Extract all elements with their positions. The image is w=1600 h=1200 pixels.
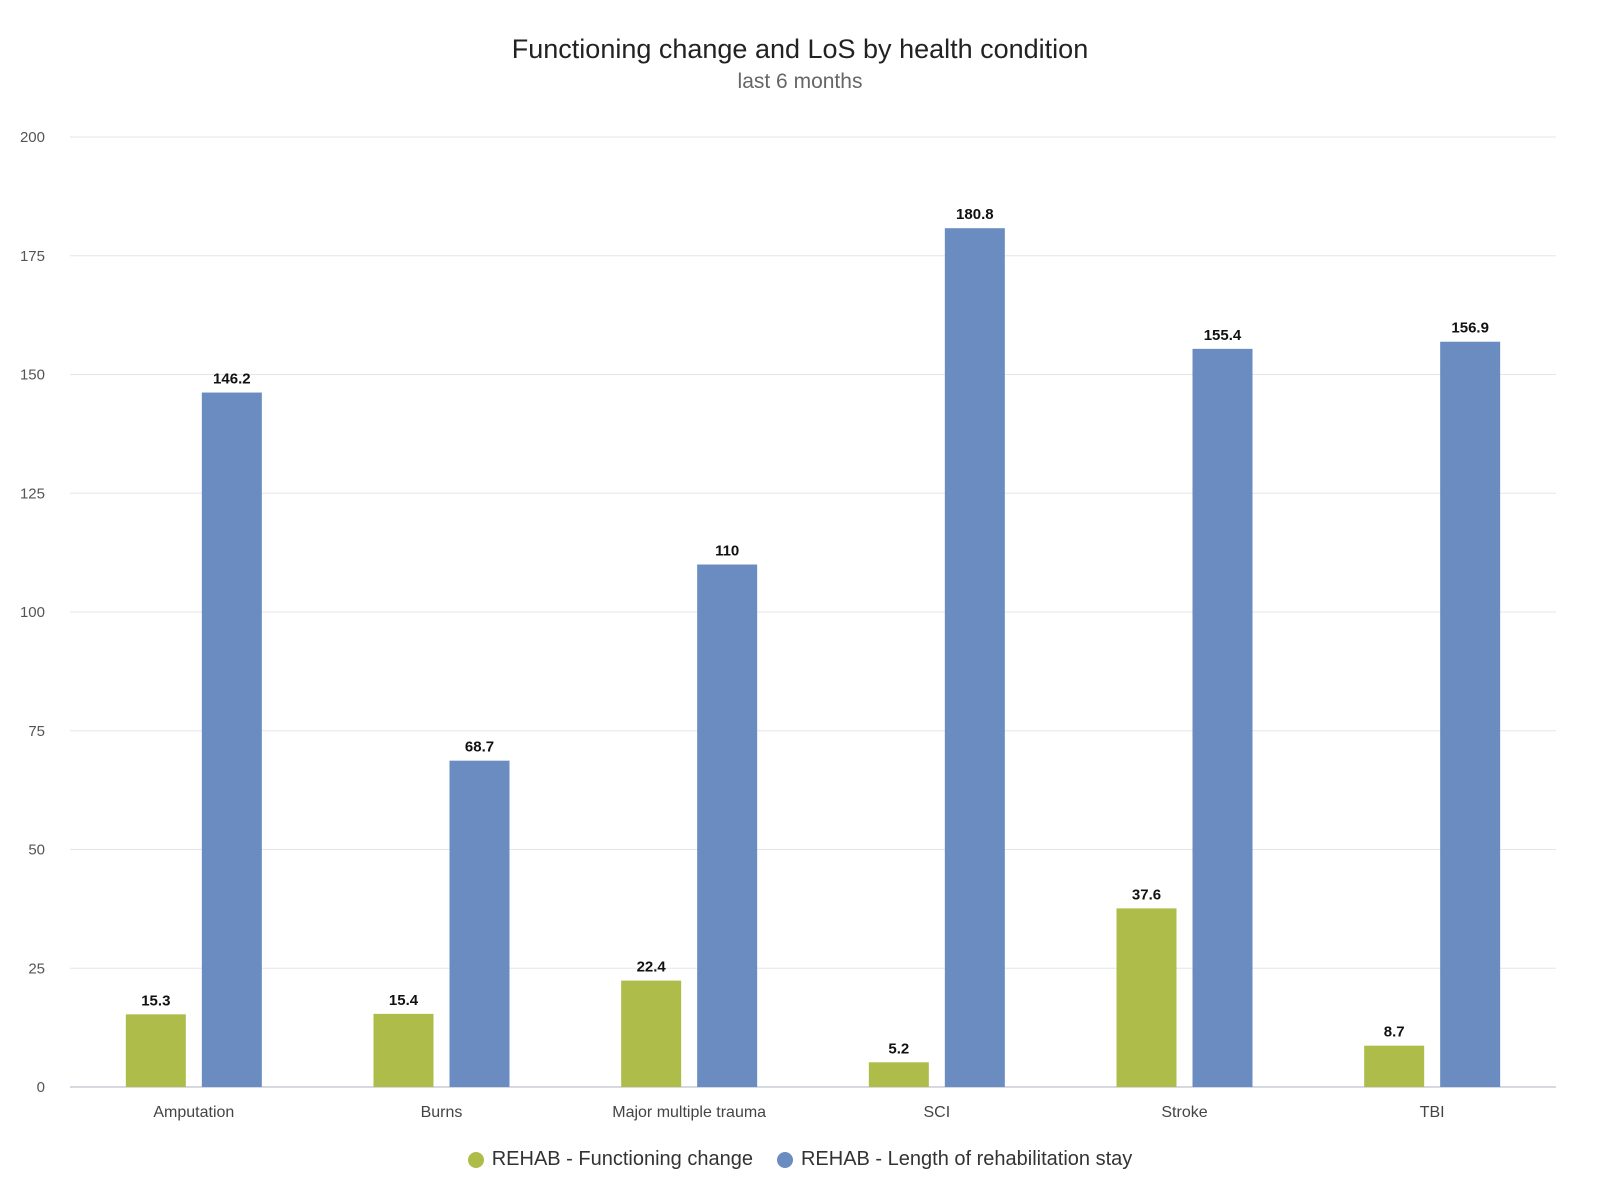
y-tick-label: 50 (28, 842, 45, 859)
chart-subtitle: last 6 months (737, 70, 863, 93)
y-tick-label: 150 (20, 367, 45, 384)
bar (697, 564, 758, 1087)
x-tick-label: Major multiple trauma (612, 1104, 766, 1121)
x-tick-label: Burns (421, 1104, 463, 1121)
legend-marker-icon (776, 1151, 793, 1168)
bar (449, 760, 510, 1087)
data-label: 110 (715, 543, 739, 560)
y-tick-label: 75 (28, 723, 45, 740)
bar (868, 1062, 929, 1087)
y-tick-label: 200 (20, 129, 45, 146)
x-tick-label: SCI (923, 1104, 950, 1121)
bar (201, 392, 262, 1087)
bar (1440, 341, 1501, 1088)
bar (125, 1014, 186, 1087)
legend-marker-icon (467, 1151, 484, 1168)
chart-title: Functioning change and LoS by health con… (511, 34, 1089, 64)
y-tick-label: 0 (37, 1079, 45, 1096)
data-label: 15.4 (389, 992, 419, 1009)
y-tick-label: 100 (20, 604, 45, 621)
bar (1192, 348, 1253, 1088)
data-label: 22.4 (637, 959, 667, 976)
legend-label: REHAB - Length of rehabilitation stay (800, 1148, 1133, 1170)
x-tick-label: TBI (1420, 1104, 1445, 1121)
x-tick-label: Stroke (1161, 1104, 1207, 1121)
legend-label: REHAB - Functioning change (491, 1148, 753, 1170)
legend-item-functioning-change[interactable]: REHAB - Functioning change (467, 1148, 753, 1171)
y-tick-label: 25 (28, 960, 45, 977)
bar (1364, 1045, 1425, 1087)
data-label: 146.2 (213, 371, 251, 388)
bar (621, 980, 682, 1087)
y-tick-label: 175 (20, 248, 45, 265)
data-label: 15.3 (141, 992, 170, 1009)
legend-item-length-of-stay[interactable]: REHAB - Length of rehabilitation stay (776, 1148, 1133, 1171)
bar (1116, 908, 1177, 1087)
legend: REHAB - Functioning change REHAB - Lengt… (0, 1148, 1600, 1171)
data-label: 156.9 (1451, 320, 1489, 337)
data-label: 5.2 (888, 1040, 909, 1057)
y-tick-label: 125 (20, 485, 45, 502)
data-label: 8.7 (1384, 1024, 1405, 1041)
data-label: 68.7 (465, 739, 494, 756)
data-label: 155.4 (1204, 327, 1242, 344)
bar (373, 1013, 434, 1087)
data-label: 180.8 (956, 206, 994, 223)
x-tick-label: Amputation (153, 1104, 234, 1121)
data-label: 37.6 (1132, 886, 1161, 903)
bar (944, 228, 1005, 1087)
